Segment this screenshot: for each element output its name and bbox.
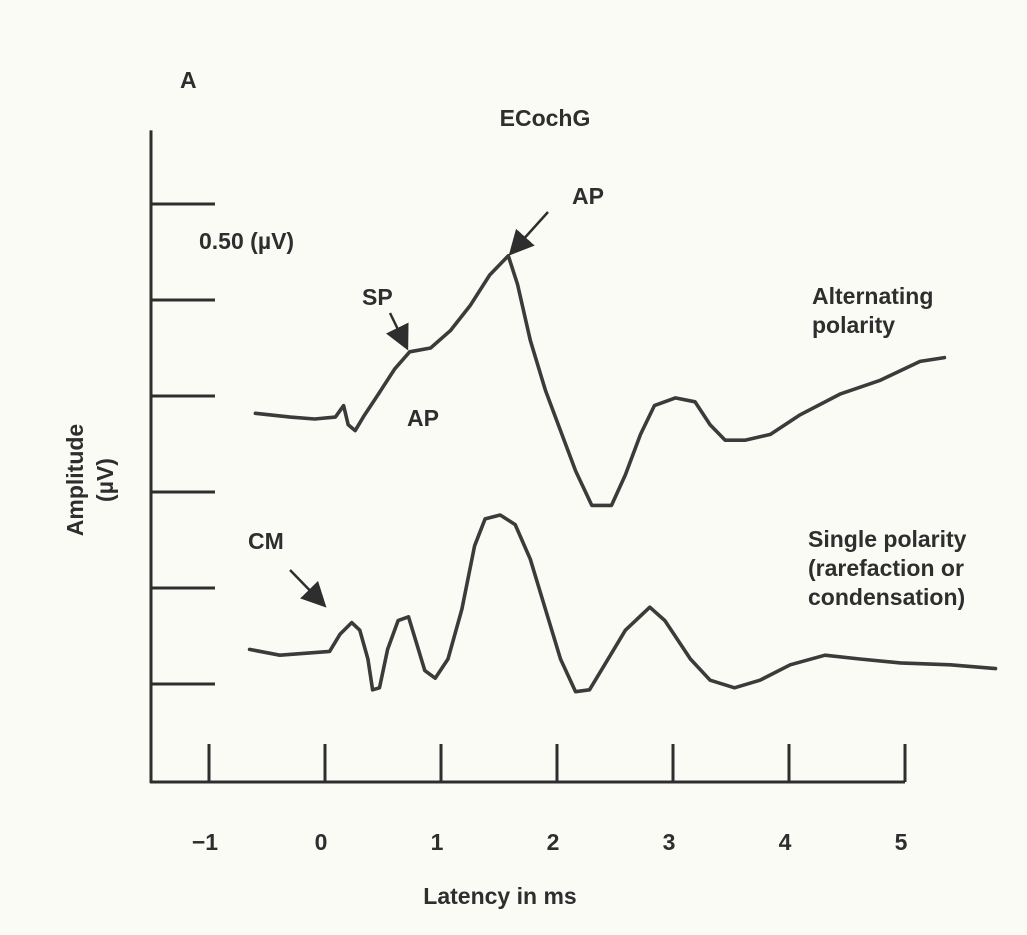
x-axis-title: Latency in ms [423,883,576,909]
y-axis-title-line: Amplitude [62,424,88,536]
x-tick-label: 1 [431,829,444,855]
x-tick-label: 2 [547,829,560,855]
panel-label: A [180,67,197,93]
annotation: AP [572,183,604,209]
annotation: 0.50 (µV) [199,228,294,254]
annotation: AP [407,405,439,431]
series-label: Alternating [812,283,933,309]
trace [247,513,998,694]
y-axis-title-line: (µV) [92,458,118,502]
chart-title: ECochG [500,105,591,131]
ap-arrow [508,211,549,256]
series-label: (rarefaction or [808,555,964,581]
series-label: polarity [812,312,895,338]
series-label: condensation) [808,584,965,610]
x-tick-label: 5 [895,829,908,855]
sp-arrow [386,312,409,351]
trace [253,254,947,508]
cm-arrow [289,569,327,608]
annotation: SP [362,284,393,310]
x-tick-label: 3 [663,829,676,855]
annotation: CM [248,528,284,554]
x-tick-label: 0 [315,829,328,855]
x-tick-label: −1 [192,829,218,855]
y-axis-title: Amplitude (µV) [62,424,118,536]
x-tick-label: 4 [779,829,792,855]
plot-area: −1 0 1 2 3 4 5 Alternating polarity Single polari… [149,130,998,855]
series-label: Single polarity [808,526,967,552]
